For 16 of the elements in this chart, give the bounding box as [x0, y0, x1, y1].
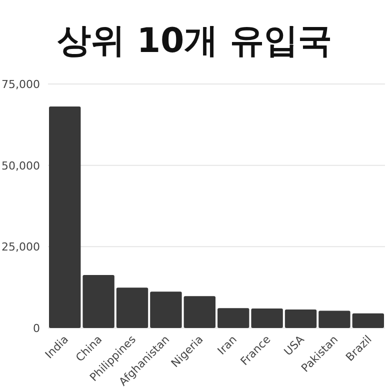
bar — [116, 288, 148, 328]
x-tick-label: Iran — [215, 332, 240, 358]
bar — [318, 310, 350, 328]
bar — [82, 274, 114, 328]
bar — [352, 313, 384, 328]
chart-title: 상위 10개 유입국 — [57, 21, 332, 61]
y-tick-label: 0 — [33, 322, 40, 335]
y-tick-label: 75,000 — [2, 78, 40, 91]
y-tick-label: 25,000 — [2, 240, 40, 254]
bar — [218, 308, 250, 328]
bar — [284, 309, 317, 328]
bar — [49, 106, 81, 328]
bar — [251, 308, 283, 328]
y-tick-label: 50,000 — [2, 159, 40, 172]
bar — [150, 292, 182, 328]
bar — [184, 296, 216, 328]
